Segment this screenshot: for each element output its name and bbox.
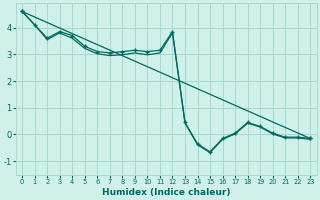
X-axis label: Humidex (Indice chaleur): Humidex (Indice chaleur) bbox=[102, 188, 230, 197]
